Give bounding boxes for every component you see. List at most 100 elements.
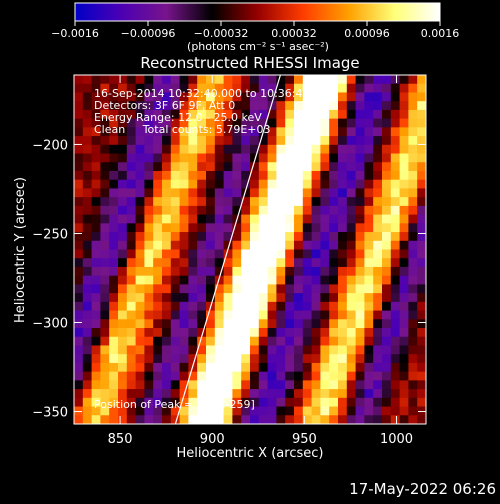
heatmap-cell	[91, 345, 101, 355]
heatmap-cell	[276, 75, 286, 85]
heatmap-cell	[258, 275, 269, 285]
heatmap-cell	[276, 362, 286, 373]
heatmap-cell	[302, 144, 313, 155]
heatmap-cell	[153, 310, 163, 320]
heatmap-cell	[118, 179, 128, 190]
heatmap-cell	[364, 284, 374, 294]
heatmap-cell	[267, 162, 277, 172]
heatmap-cell	[311, 266, 321, 277]
heatmap-cell	[74, 101, 84, 111]
heatmap-cell	[364, 293, 374, 303]
heatmap-cell	[109, 75, 119, 85]
heatmap-cell	[135, 275, 145, 285]
heatmap-cell	[206, 328, 216, 338]
heatmap-cell	[399, 249, 409, 259]
heatmap-cell	[206, 127, 216, 137]
heatmap-cell	[311, 301, 321, 312]
x-axis-label: Heliocentric X (arcsec)	[177, 446, 324, 461]
heatmap-cell	[197, 362, 207, 373]
heatmap-cell	[214, 109, 225, 120]
heatmap-cell	[118, 397, 128, 408]
heatmap-cell	[382, 179, 392, 190]
heatmap-cell	[364, 197, 374, 207]
heatmap-cell	[162, 144, 172, 155]
heatmap-cell	[408, 101, 418, 111]
heatmap-cell	[250, 214, 260, 224]
heatmap-cell	[382, 362, 392, 373]
heatmap-cell	[223, 162, 233, 172]
heatmap-cell	[258, 380, 269, 390]
heatmap-cell	[232, 362, 242, 373]
heatmap-cell	[206, 371, 216, 381]
heatmap-cell	[276, 179, 286, 190]
heatmap-cell	[364, 310, 374, 320]
heatmap-cell	[214, 389, 225, 399]
heatmap-cell	[285, 336, 295, 347]
colorbar	[74, 2, 441, 22]
heatmap-cell	[382, 75, 392, 85]
heatmap-cell	[390, 118, 401, 128]
heatmap-cell	[153, 109, 163, 120]
chart-title: Reconstructed RHESSI Image	[140, 54, 359, 72]
heatmap-cell	[74, 153, 84, 163]
heatmap-cell	[214, 266, 225, 277]
heatmap-cell	[390, 362, 401, 373]
heatmap-cell	[144, 293, 154, 303]
heatmap-cell	[408, 266, 418, 277]
heatmap-cell	[74, 136, 84, 146]
heatmap-cell	[408, 136, 418, 146]
heatmap-cell	[162, 275, 172, 285]
heatmap-cell	[241, 275, 251, 285]
heatmap-cell	[232, 293, 242, 303]
heatmap-cell	[294, 362, 304, 373]
heatmap-cell	[417, 223, 426, 233]
heatmap-cell	[329, 101, 339, 111]
heatmap-cell	[153, 223, 163, 233]
heatmap-cell	[109, 275, 119, 285]
heatmap-cell	[320, 197, 330, 207]
heatmap-cell	[417, 301, 426, 312]
heatmap-cell	[311, 205, 321, 216]
heatmap-cell	[74, 380, 84, 390]
heatmap-cell	[91, 336, 101, 347]
heatmap-cell	[294, 310, 304, 320]
heatmap-cell	[250, 362, 260, 373]
heatmap-cell	[276, 415, 286, 424]
heatmap-cell	[250, 266, 260, 277]
heatmap-cell	[285, 188, 295, 198]
heatmap-cell	[294, 223, 304, 233]
heatmap-cell	[144, 415, 154, 424]
heatmap-cell	[144, 310, 154, 320]
heatmap-cell	[197, 319, 207, 329]
heatmap-cell	[346, 301, 357, 312]
heatmap-cell	[179, 197, 189, 207]
heatmap-cell	[390, 240, 401, 251]
heatmap-cell	[302, 101, 313, 111]
heatmap-cell	[373, 83, 383, 94]
heatmap-cell	[276, 205, 286, 216]
heatmap-cell	[311, 170, 321, 181]
heatmap-cell	[74, 371, 84, 381]
heatmap-cell	[276, 127, 286, 137]
heatmap-cell	[329, 197, 339, 207]
heatmap-cell	[82, 205, 93, 216]
heatmap-cell	[232, 162, 242, 172]
heatmap-cell	[258, 92, 269, 102]
heatmap-cell	[320, 328, 330, 338]
heatmap-cell	[258, 188, 269, 198]
heatmap-cell	[302, 75, 313, 85]
heatmap-cell	[258, 214, 269, 224]
heatmap-cell	[170, 214, 181, 224]
heatmap-cell	[214, 205, 225, 216]
heatmap-cell	[153, 240, 163, 251]
heatmap-cell	[214, 345, 225, 355]
heatmap-cell	[82, 275, 93, 285]
heatmap-cell	[109, 328, 119, 338]
heatmap-cell	[258, 301, 269, 312]
heatmap-cell	[188, 345, 198, 355]
heatmap-cell	[364, 345, 374, 355]
heatmap-cell	[153, 170, 163, 181]
heatmap-cell	[417, 101, 426, 111]
heatmap-cell	[206, 179, 216, 190]
heatmap-cell	[302, 83, 313, 94]
